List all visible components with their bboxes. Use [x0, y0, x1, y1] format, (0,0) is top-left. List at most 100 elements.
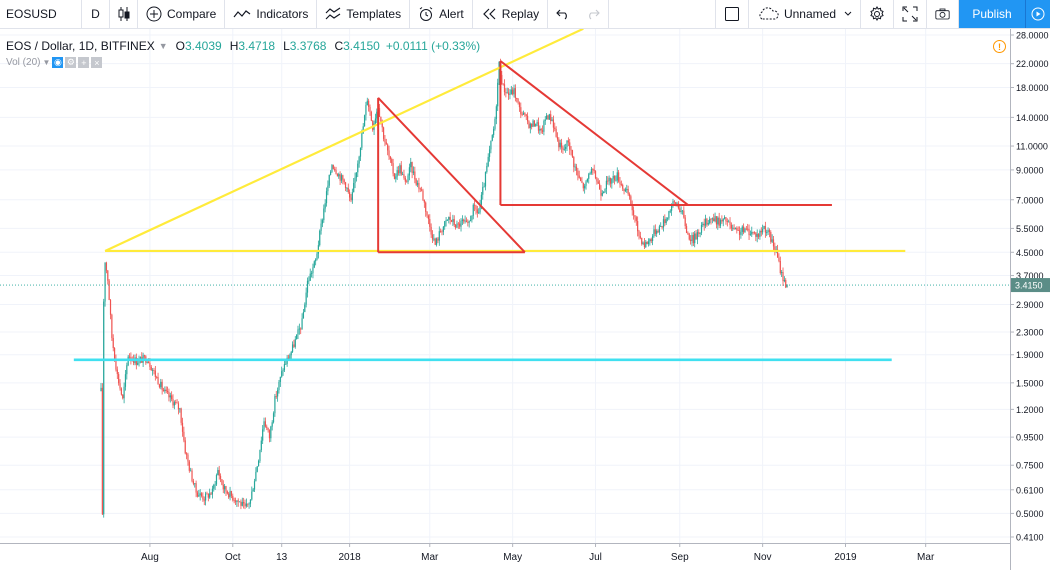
undo-button[interactable]: [548, 0, 578, 29]
caret-down-icon[interactable]: ▼: [158, 41, 168, 51]
candle-body: [637, 221, 639, 232]
candle-body: [262, 429, 264, 441]
candle-body: [464, 220, 466, 222]
candle-body: [232, 495, 234, 501]
warning-icon[interactable]: !: [993, 40, 1006, 53]
candle-body: [115, 359, 117, 370]
candle-body: [537, 122, 540, 131]
candle-body: [559, 142, 561, 148]
candle-body: [133, 359, 135, 363]
candle-body: [474, 204, 476, 206]
time-tick-label: 2019: [834, 552, 857, 563]
time-tick-label: Jul: [589, 552, 602, 563]
candle-body: [173, 402, 175, 406]
candle-body: [323, 208, 325, 221]
symbol-search-input[interactable]: EOSUSD: [0, 0, 82, 29]
candle-body: [310, 273, 313, 274]
candle-body: [225, 486, 227, 492]
candle-body: [518, 102, 521, 108]
candle-body: [264, 421, 266, 427]
candle-body: [604, 188, 606, 192]
candle-body: [255, 471, 257, 482]
snapshot-button[interactable]: [927, 0, 959, 29]
candle-body: [268, 430, 271, 439]
candle-body: [514, 88, 516, 99]
candle-body: [760, 230, 762, 233]
candle-body: [427, 215, 430, 220]
candle-body: [594, 171, 597, 179]
candle-body: [672, 201, 674, 205]
candle-body: [293, 344, 295, 347]
candle-body: [228, 493, 230, 498]
price-tick-label: 0.7500: [1016, 461, 1044, 471]
candle-body: [560, 142, 563, 148]
candle-body: [494, 118, 496, 129]
templates-button[interactable]: Templates: [317, 0, 411, 29]
candle-body: [382, 127, 385, 139]
candle-body: [185, 453, 188, 455]
candle-body: [406, 181, 408, 183]
candle-body: [445, 219, 447, 222]
candle-body: [484, 171, 487, 187]
caret-down-icon[interactable]: ▼: [42, 58, 51, 67]
candle-body: [551, 119, 553, 121]
candle-body: [187, 454, 189, 462]
price-chart[interactable]: 28.0000 22.0000 18.0000 14.0000 11.0000 9.000…: [0, 29, 1050, 570]
candle-body: [631, 205, 633, 211]
series-title[interactable]: EOS / Dollar, 1D, BITFINEX: [6, 39, 155, 53]
candle-body: [736, 228, 738, 231]
candle-body: [423, 199, 425, 203]
alert-button[interactable]: Alert: [410, 0, 473, 29]
publish-video-button[interactable]: [1025, 0, 1050, 28]
candle-body: [328, 174, 330, 186]
close-icon[interactable]: ×: [91, 57, 103, 68]
candle-body: [346, 187, 348, 189]
candle-body: [601, 192, 603, 196]
eye-icon[interactable]: ◉: [52, 57, 64, 68]
candle-body: [711, 218, 713, 220]
plus-icon[interactable]: +: [78, 57, 90, 68]
publish-button[interactable]: Publish: [959, 0, 1025, 28]
candle-body: [312, 267, 314, 274]
candle-body: [399, 165, 401, 174]
volume-label[interactable]: Vol (20): [6, 57, 41, 68]
chart-pane[interactable]: 28.0000 22.0000 18.0000 14.0000 11.0000 9.000…: [0, 29, 1050, 570]
candle-body: [171, 395, 173, 400]
interval-button[interactable]: D: [82, 0, 110, 29]
chart-style-button[interactable]: [110, 0, 138, 29]
candle-body: [355, 172, 358, 178]
redo-button[interactable]: [578, 0, 610, 29]
candle-body: [161, 381, 163, 390]
settings-button[interactable]: [861, 0, 894, 29]
candle-body: [535, 123, 537, 127]
candle-body: [260, 440, 262, 450]
candle-body: [190, 470, 192, 472]
low-key: L: [283, 39, 290, 53]
candle-body: [729, 221, 731, 225]
candle-body: [579, 177, 582, 181]
candle-body: [338, 174, 340, 177]
fullscreen-button[interactable]: [894, 0, 927, 29]
settings-icon[interactable]: ⚙: [65, 57, 77, 68]
compare-button[interactable]: Compare: [138, 0, 226, 29]
candle-body: [687, 232, 689, 235]
price-tick-label: 2.9000: [1016, 300, 1044, 310]
candle-body: [351, 192, 353, 201]
candle-body: [726, 221, 728, 223]
candle-body: [271, 422, 273, 427]
candle-body: [319, 230, 321, 246]
fullscreen-square-button[interactable]: [714, 0, 749, 29]
candle-body: [476, 209, 478, 213]
price-tick-label: 18.0000: [1016, 83, 1049, 93]
candle-body: [589, 172, 591, 175]
candle-body: [104, 262, 106, 302]
layout-name-button[interactable]: Unnamed: [749, 0, 861, 29]
candle-body: [408, 167, 411, 176]
replay-button[interactable]: Replay: [473, 0, 549, 29]
candle-body: [757, 233, 760, 237]
candle-body: [411, 162, 413, 173]
plus-circle-icon: [146, 6, 162, 22]
candle-body: [214, 484, 216, 486]
indicators-button[interactable]: Indicators: [225, 0, 318, 29]
candle-body: [498, 61, 500, 83]
